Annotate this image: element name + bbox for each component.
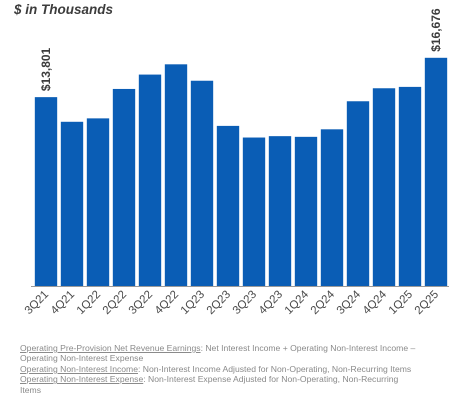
bar-4Q22 (164, 64, 188, 286)
x-tick-label: 3Q22 (127, 289, 155, 317)
data-label-3Q21: $13,801 (39, 47, 53, 91)
bar-2Q24 (320, 129, 344, 286)
x-tick-label: 4Q22 (153, 289, 181, 317)
x-tick-label: 1Q23 (179, 289, 207, 317)
footnotes: Operating Pre-Provision Net Revenue Earn… (20, 343, 420, 395)
bar-3Q22 (138, 74, 162, 286)
footnote-pre-provision: Operating Pre-Provision Net Revenue Earn… (20, 343, 420, 364)
x-tick-label: 1Q24 (283, 288, 312, 317)
footnote-non-interest-income: Operating Non-Interest Income: Non-Inter… (20, 364, 420, 374)
units-label: $ in Thousands (14, 2, 114, 17)
bar-4Q24 (372, 88, 396, 286)
x-tick-label: 2Q25 (413, 289, 441, 317)
footnote-text: : Net Interest Income + Operating Non-In… (20, 343, 416, 364)
footnote-term: Operating Non-Interest Income (20, 363, 138, 374)
bar-chart: 3Q214Q211Q222Q223Q224Q221Q232Q233Q234Q23… (23, 8, 449, 317)
bar-1Q22 (86, 118, 110, 287)
bar-4Q23 (268, 136, 292, 286)
footnote-term: Operating Pre-Provision Net Revenue Earn… (20, 343, 201, 353)
footnote-non-interest-expense: Operating Non-Interest Expense: Non-Inte… (20, 374, 420, 395)
x-tick-label: 3Q21 (23, 289, 51, 317)
bar-2Q23 (216, 125, 240, 286)
x-tick-label: 2Q24 (309, 288, 338, 317)
bar-3Q21 (34, 97, 58, 286)
data-label-2Q25: $16,676 (429, 8, 443, 52)
footnote-text: : Non-Interest Expense Adjusted for Non-… (20, 374, 399, 395)
footnote-text: : Non-Interest Income Adjusted for Non-O… (137, 363, 412, 374)
bar-4Q21 (60, 121, 84, 286)
x-tick-label: 4Q21 (49, 289, 77, 317)
bar-2Q22 (112, 88, 136, 286)
x-tick-label: 1Q22 (75, 289, 103, 317)
x-tick-label: 4Q24 (361, 288, 390, 317)
x-tick-label: 2Q22 (101, 289, 129, 317)
bar-1Q23 (190, 80, 214, 287)
bar-1Q24 (294, 136, 318, 286)
x-tick-label: 4Q23 (257, 289, 285, 317)
x-tick-label: 3Q23 (231, 289, 259, 317)
x-tick-label: 3Q24 (335, 288, 364, 317)
footnote-term: Operating Non-Interest Expense (20, 374, 144, 385)
bar-3Q24 (346, 101, 370, 286)
bar-3Q23 (242, 137, 266, 286)
bar-1Q25 (398, 86, 422, 286)
x-tick-label: 2Q23 (205, 289, 233, 317)
x-tick-label: 1Q25 (387, 289, 415, 317)
bar-2Q25 (424, 57, 448, 286)
